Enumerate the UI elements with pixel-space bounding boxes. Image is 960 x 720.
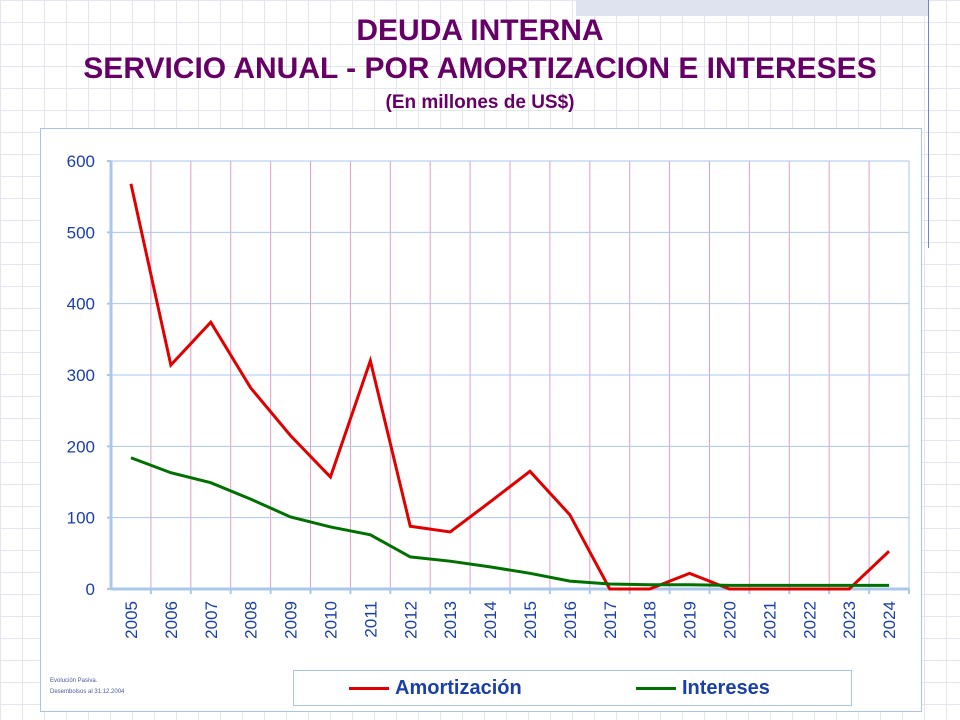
x-tick-label: 2022 xyxy=(800,601,819,639)
decorative-band xyxy=(576,0,928,16)
x-tick-label: 2008 xyxy=(242,601,261,639)
footnote-2: Desembolsos al 31.12.2004 xyxy=(50,689,125,695)
y-tick-label: 600 xyxy=(67,152,95,171)
x-tick-label: 2016 xyxy=(561,601,580,639)
legend-label: Amortización xyxy=(395,677,522,699)
y-tick-label: 300 xyxy=(67,366,95,385)
x-tick-label: 2006 xyxy=(162,601,181,639)
x-tick-label: 2007 xyxy=(202,601,221,639)
x-tick-label: 2024 xyxy=(880,601,899,639)
x-tick-label: 2009 xyxy=(282,601,301,639)
series-intereses-line xyxy=(130,456,890,587)
series-amortizacion-line xyxy=(129,183,891,591)
chart-area xyxy=(40,128,922,712)
legend-item-amortizacion: Amortización xyxy=(349,677,522,700)
x-tick-label: 2005 xyxy=(122,601,141,639)
x-tick-label: 2013 xyxy=(441,601,460,639)
footnote-1: Evolución Pasiva. xyxy=(50,678,98,684)
x-tick-label: 2012 xyxy=(401,601,420,639)
y-tick-label: 0 xyxy=(86,580,95,599)
x-tick-label: 2019 xyxy=(681,601,700,639)
chart-legend: Amortización Intereses xyxy=(293,670,852,706)
x-tick-label: 2018 xyxy=(641,601,660,639)
legend-label: Intereses xyxy=(682,677,770,699)
legend-swatch-intereses xyxy=(636,687,676,690)
x-tick-label: 2020 xyxy=(720,601,739,639)
y-tick-label: 200 xyxy=(67,437,95,456)
title-line-1: DEUDA INTERNA xyxy=(356,14,604,47)
x-tick-label: 2015 xyxy=(521,601,540,639)
decorative-line xyxy=(928,0,929,248)
x-tick-label: 2021 xyxy=(760,601,779,639)
y-tick-label: 500 xyxy=(67,223,95,242)
title-subtitle: (En millones de US$) xyxy=(385,92,575,113)
x-tick-label: 2010 xyxy=(321,601,340,639)
legend-item-intereses: Intereses xyxy=(636,677,770,700)
y-tick-label: 100 xyxy=(67,509,95,528)
x-tick-label: 2011 xyxy=(361,601,380,638)
x-tick-label: 2017 xyxy=(601,601,620,639)
x-tick-label: 2014 xyxy=(481,601,500,639)
y-tick-label: 400 xyxy=(67,295,95,314)
title-line-2: SERVICIO ANUAL - POR AMORTIZACION E INTE… xyxy=(83,52,877,85)
x-tick-label: 2023 xyxy=(840,601,859,639)
legend-swatch-amortizacion xyxy=(349,687,389,690)
